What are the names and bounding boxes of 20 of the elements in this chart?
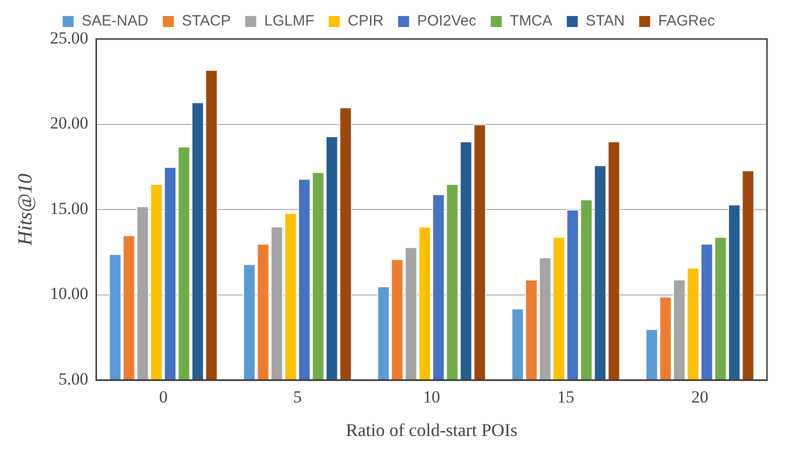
legend-label: CPIR xyxy=(348,12,384,30)
legend-label: POI2Vec xyxy=(417,12,477,30)
legend-label: SAE-NAD xyxy=(82,12,148,30)
legend-label: FAGRec xyxy=(658,12,716,30)
y-tick-label: 25.00 xyxy=(50,28,88,48)
legend-label: TMCA xyxy=(510,12,552,30)
legend-label: STACP xyxy=(182,12,231,30)
y-tick-label: 20.00 xyxy=(50,114,88,133)
x-tick-label: 0 xyxy=(159,388,168,407)
x-tick-label: 5 xyxy=(293,388,302,407)
x-axis-title: Ratio of cold-start POIs xyxy=(346,420,518,440)
y-axis-title: Hits@10 xyxy=(14,174,36,246)
legend-label: LGLMF xyxy=(264,12,314,30)
x-tick-label: 10 xyxy=(423,388,440,407)
y-tick-label: 15.00 xyxy=(50,198,88,218)
y-tick-label: 5.00 xyxy=(58,369,88,388)
y-tick-label: 10.00 xyxy=(50,284,88,304)
x-tick-label: 20 xyxy=(691,388,708,407)
legend-label: STAN xyxy=(586,12,625,30)
x-tick-label: 15 xyxy=(557,388,574,407)
